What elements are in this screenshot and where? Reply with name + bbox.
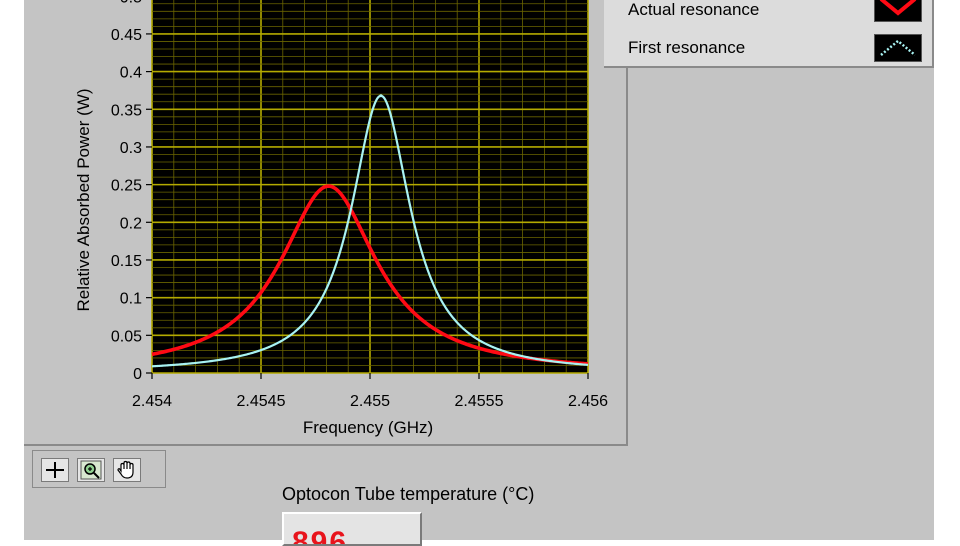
temperature-indicator: 896 <box>282 512 422 546</box>
hand-icon <box>117 460 134 479</box>
temperature-value: 896 <box>292 526 349 546</box>
y-tick-label: 0.2 <box>120 215 142 232</box>
dotted-line-sample-icon <box>880 39 916 56</box>
legend-label-first: First resonance <box>628 38 746 57</box>
plot-series <box>151 94 589 368</box>
graph-plot-area[interactable]: 0 0.05 0.1 0.15 0.2 0.25 0.3 0.35 0.4 0.45 0.5 2.45… <box>0 0 960 446</box>
y-tick-label: 0 <box>133 366 142 383</box>
x-tick-label: 2.455 <box>350 393 390 410</box>
y-tick-label: 0.25 <box>111 178 142 195</box>
legend-swatch-actual[interactable] <box>874 0 922 22</box>
y-axis-title: Relative Absorbed Power (W) <box>74 88 93 312</box>
pan-tool[interactable] <box>113 458 141 482</box>
plot-legend[interactable]: Actual resonance First resonance <box>604 0 934 68</box>
y-tick-label: 0.5 <box>120 0 142 6</box>
graph-palette <box>32 450 166 488</box>
temperature-label: Optocon Tube temperature (°C) <box>282 484 535 504</box>
x-tick-label: 2.456 <box>568 393 608 410</box>
y-tick-label: 0.05 <box>111 328 142 345</box>
y-tick-label: 0.4 <box>120 65 142 82</box>
y-tick-label: 0.3 <box>120 140 142 157</box>
line-sample-icon <box>879 0 917 16</box>
legend-swatch-first[interactable] <box>874 34 922 62</box>
actual-resonance-line <box>151 184 589 366</box>
y-tick-label: 0.1 <box>120 291 142 308</box>
cursor-move-tool[interactable] <box>41 458 69 482</box>
x-axis-title: Frequency (GHz) <box>302 418 434 437</box>
axis-ticks: 0 0.05 0.1 0.15 0.2 0.25 0.3 0.35 0.4 0.45 0.5 2.45… <box>111 0 608 410</box>
y-tick-label: 0.15 <box>111 253 142 270</box>
y-tick-label: 0.35 <box>111 102 142 119</box>
zoom-tool[interactable] <box>77 458 105 482</box>
legend-label-actual: Actual resonance <box>628 0 760 19</box>
first-resonance-peak-point <box>379 94 383 98</box>
actual-resonance-peak-point <box>327 184 331 188</box>
y-tick-label: 0.45 <box>111 27 142 44</box>
x-tick-label: 2.454 <box>132 393 172 410</box>
crosshair-icon <box>46 462 64 478</box>
x-tick-label: 2.4555 <box>455 393 504 410</box>
first-resonance-line <box>151 94 589 368</box>
x-tick-label: 2.4545 <box>237 393 286 410</box>
zoom-icon <box>80 460 102 480</box>
plot-grid <box>151 0 589 374</box>
